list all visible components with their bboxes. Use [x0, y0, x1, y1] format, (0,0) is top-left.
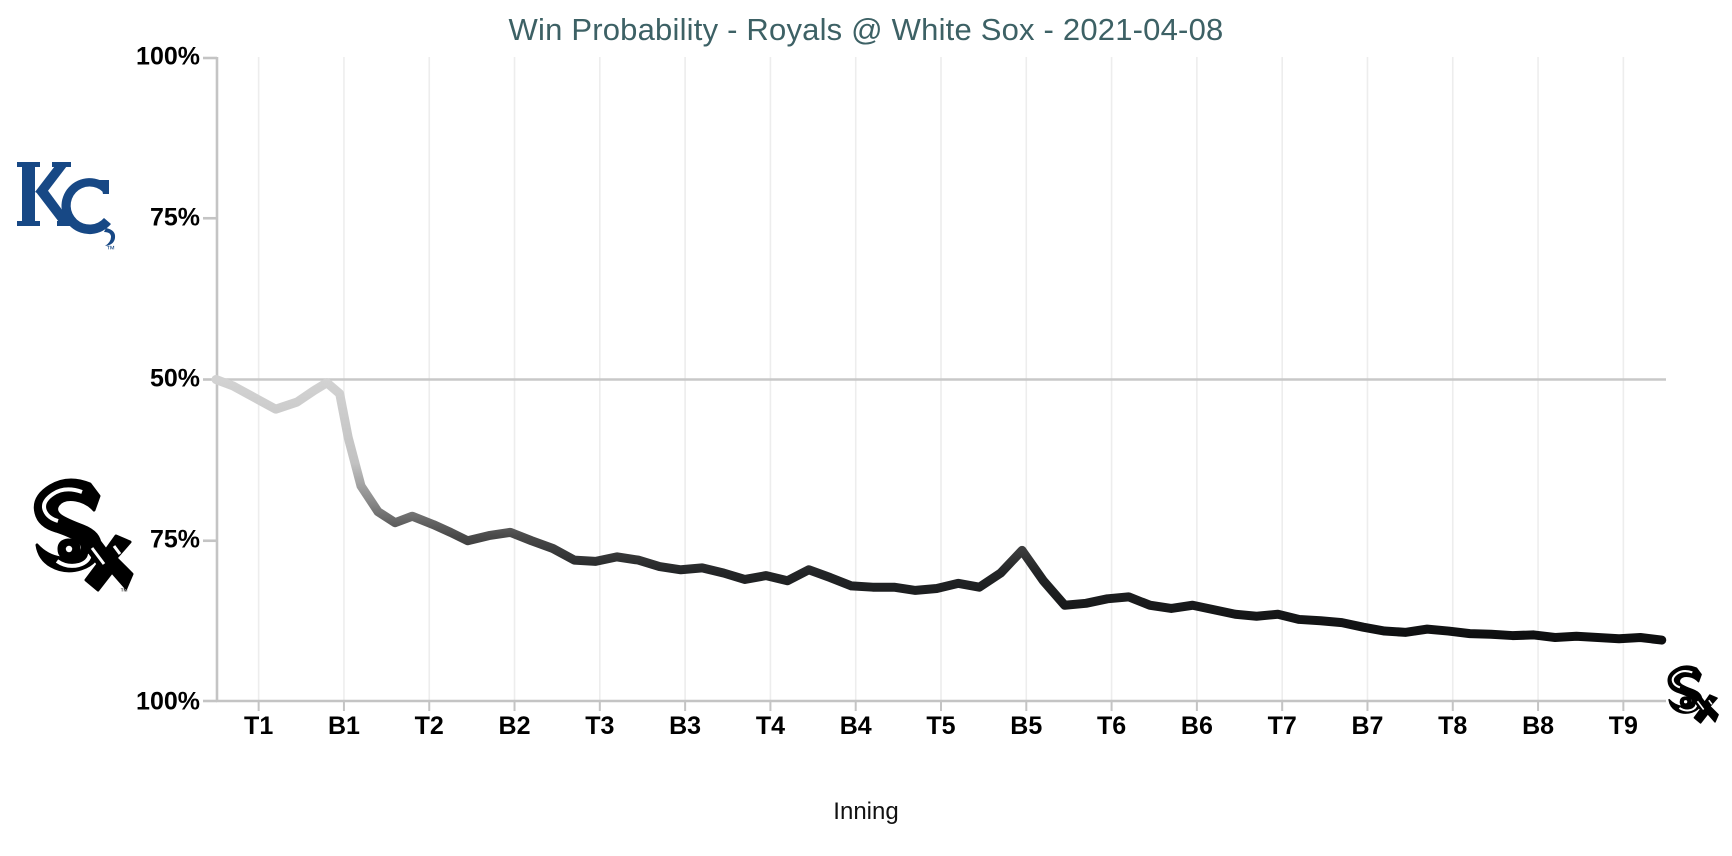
x-tick-t8: T8 [1438, 712, 1468, 740]
x-tick-b3: B3 [669, 712, 702, 740]
x-axis-title: Inning [833, 798, 899, 825]
x-tick-b8: B8 [1522, 712, 1555, 740]
x-tick-t1: T1 [244, 712, 274, 740]
line-end-white-sox-icon [1660, 660, 1720, 726]
y-tick-75-royals: 75% [149, 203, 200, 232]
x-tick-b6: B6 [1180, 712, 1213, 740]
x-tick-b5: B5 [1010, 712, 1043, 740]
svg-text:™: ™ [106, 244, 115, 254]
x-tick-t2: T2 [414, 712, 444, 740]
x-tick-t6: T6 [1096, 712, 1127, 740]
x-tick-b7: B7 [1351, 712, 1384, 740]
x-axis-labels: T1 B1 T2 B2 T3 B3 T4 B4 T5 B5 T6 B6 T7 B7 T8 B8 T9 [216, 712, 1666, 746]
x-tick-b4: B4 [839, 712, 872, 740]
chart-title: Win Probability - Royals @ White Sox - 2… [508, 12, 1224, 47]
x-tick-t3: T3 [585, 712, 615, 740]
y-axis-labels: 100% 75% 50% 75% 100% [100, 43, 200, 716]
x-tick-t5: T5 [926, 712, 956, 740]
plot-area [203, 56, 1667, 711]
x-tick-t7: T7 [1267, 712, 1297, 740]
y-tick-50: 50% [149, 364, 200, 393]
svg-text:™: ™ [120, 587, 128, 596]
x-tick-b1: B1 [327, 712, 360, 740]
x-tick-b2: B2 [498, 712, 531, 740]
y-tick-100-sox: 100% [136, 687, 200, 716]
win-probability-line [211, 375, 1667, 645]
white-sox-logo: ™ [20, 468, 135, 596]
x-tick-t9: T9 [1608, 712, 1638, 740]
x-tick-t4: T4 [755, 712, 785, 740]
royals-logo: ™ [14, 148, 124, 258]
x-axis-ticks [257, 702, 1625, 711]
y-tick-100-royals: 100% [136, 42, 200, 71]
y-tick-75-sox: 75% [149, 525, 200, 554]
